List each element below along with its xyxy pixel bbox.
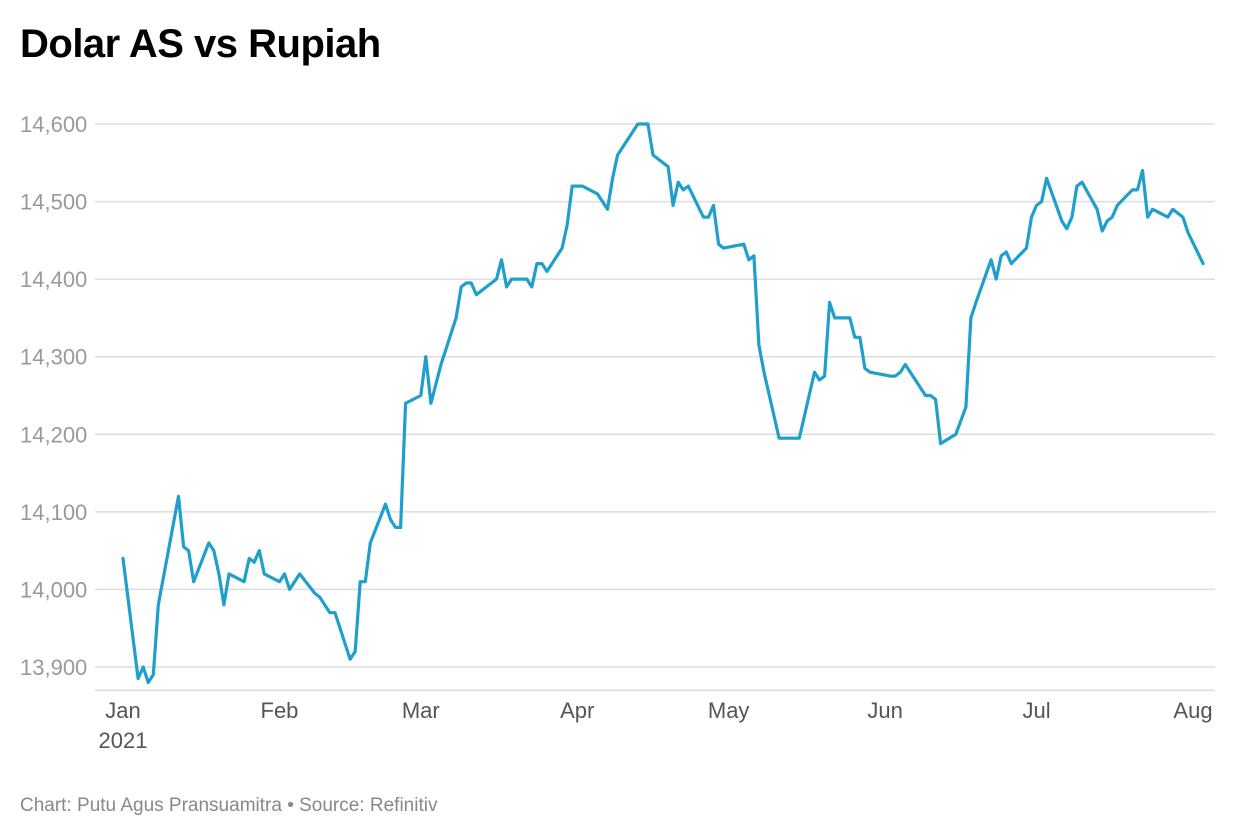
y-tick-label: 14,000	[20, 577, 87, 602]
x-tick-label-mar: Mar	[402, 698, 440, 723]
chart-title: Dolar AS vs Rupiah	[20, 22, 381, 66]
x-tick-label-jun: Jun	[867, 698, 902, 723]
chart-source-credit: Chart: Putu Agus Pransuamitra • Source: …	[20, 795, 438, 816]
y-tick-label: 14,100	[20, 500, 87, 525]
x-tick-year-label: 2021	[99, 728, 148, 753]
x-tick-label-jul: Jul	[1022, 698, 1050, 723]
y-tick-label: 14,600	[20, 112, 87, 137]
x-tick-label-apr: Apr	[560, 698, 594, 723]
gridlines	[95, 123, 1215, 692]
y-tick-label: 14,300	[20, 345, 87, 370]
y-tick-label: 14,500	[20, 190, 87, 215]
y-tick-label: 13,900	[20, 655, 87, 680]
series-line-usd-idr	[121, 122, 1205, 685]
y-tick-label: 14,200	[20, 422, 87, 447]
x-tick-label-may: May	[708, 698, 750, 723]
x-axis-ticks: Jan 2021 Feb Mar Apr May Jun Jul Aug	[99, 698, 1213, 753]
x-tick-label-feb: Feb	[261, 698, 299, 723]
x-tick-label-aug: Aug	[1173, 698, 1212, 723]
series-group	[121, 122, 1205, 685]
x-tick-label-jan: Jan	[105, 698, 140, 723]
y-tick-label: 14,400	[20, 267, 87, 292]
y-axis-ticks: 13,900 14,000 14,100 14,200 14,300 14,400 14,5…	[20, 112, 87, 680]
